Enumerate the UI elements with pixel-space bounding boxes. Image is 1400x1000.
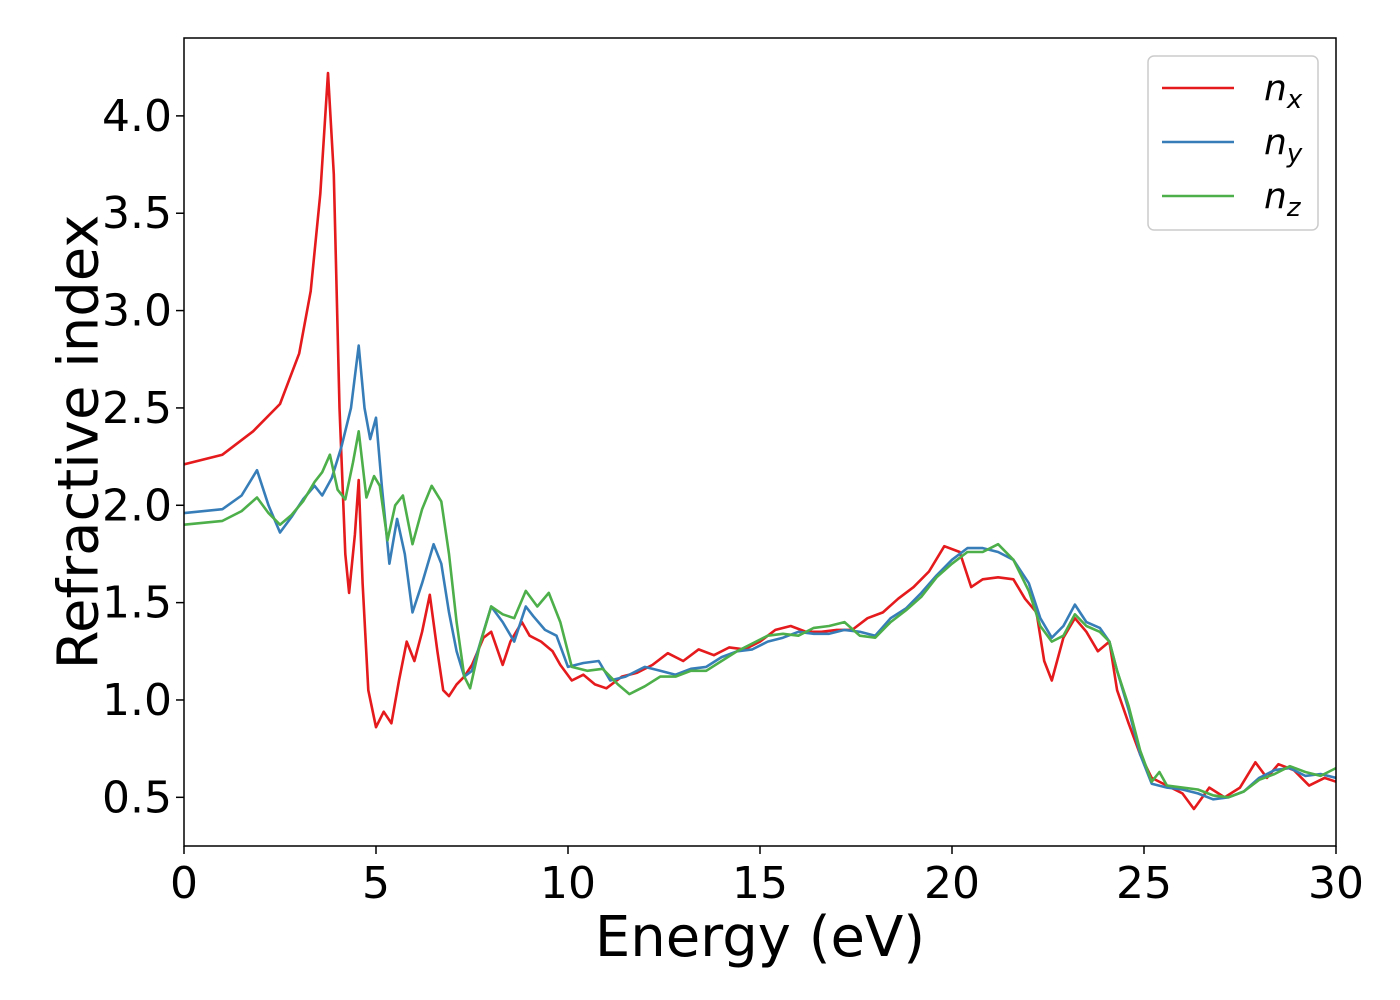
- x-tick-label: 10: [540, 858, 596, 909]
- y-tick-label: 2.0: [102, 480, 172, 531]
- x-tick-label: 0: [170, 858, 198, 909]
- x-axis-ticks: 0 5 10 15 20 25 30: [170, 846, 1364, 909]
- legend-label-subscript: y: [1286, 139, 1303, 169]
- y-tick-label: 0.5: [102, 772, 172, 823]
- legend-label-z: nz: [1264, 176, 1302, 223]
- legend-label-x: nx: [1264, 68, 1303, 115]
- series-line-y: [184, 344, 1336, 801]
- x-tick-label: 15: [732, 858, 788, 909]
- series-layer: [184, 71, 1336, 811]
- legend-label-main: n: [1264, 176, 1287, 217]
- y-tick-label: 1.0: [102, 675, 172, 726]
- y-axis-ticks: 0.5 1.0 1.5 2.0 2.5 3.0 3.5 4.0: [102, 91, 184, 823]
- series-line-x: [184, 71, 1336, 811]
- x-axis-label: Energy (eV): [595, 905, 925, 970]
- y-tick-label: 4.0: [102, 91, 172, 142]
- legend-label-subscript: z: [1286, 193, 1302, 223]
- legend-label-subscript: x: [1286, 85, 1303, 115]
- legend-label-y: ny: [1264, 122, 1303, 169]
- y-tick-label: 3.0: [102, 286, 172, 337]
- y-tick-label: 3.5: [102, 188, 172, 239]
- series-line-z: [184, 430, 1336, 799]
- legend-label-main: n: [1264, 68, 1287, 109]
- legend-label-main: n: [1264, 122, 1287, 163]
- x-tick-label: 25: [1116, 858, 1172, 909]
- x-tick-label: 30: [1308, 858, 1364, 909]
- x-tick-label: 20: [924, 858, 980, 909]
- x-tick-label: 5: [362, 858, 390, 909]
- y-tick-label: 1.5: [102, 578, 172, 629]
- y-axis-label: Refractive index: [47, 215, 112, 670]
- y-tick-label: 2.5: [102, 383, 172, 434]
